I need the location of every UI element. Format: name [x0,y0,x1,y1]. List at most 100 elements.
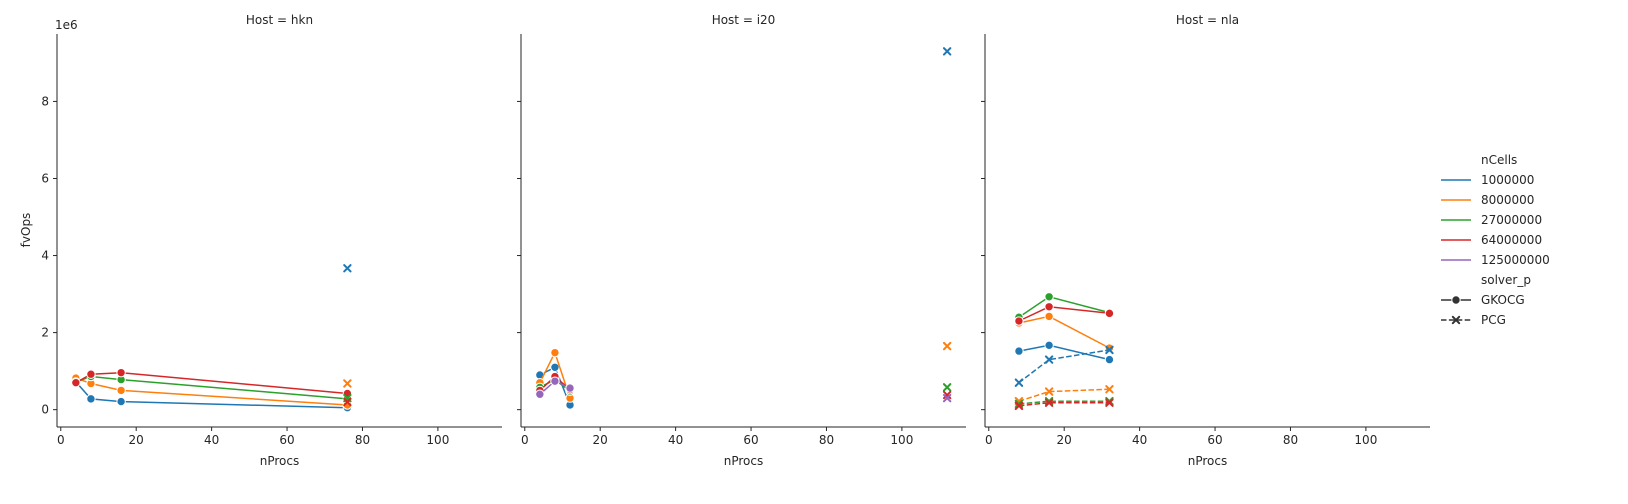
circle-marker [565,383,575,393]
legend-label: 27000000 [1481,213,1542,227]
series-64000000-GKOCG [1014,302,1115,326]
series-64000000-PCG [343,397,352,407]
x-axis-label: nProcs [1188,454,1228,468]
legend-label: GKOCG [1481,293,1525,307]
circle-marker [1451,295,1461,305]
x-marker [942,47,952,56]
facet-title: Host = hkn [246,13,313,27]
x-marker [1044,398,1054,407]
legend-label: 1000000 [1481,173,1534,187]
x-axis-label: nProcs [724,454,764,468]
series-line [1018,344,1110,361]
x-tick-label: 80 [1283,433,1298,447]
x-tick-label: 60 [279,433,294,447]
x-tick-label: 0 [57,433,65,447]
legend-entry-GKOCG: GKOCG [1441,293,1525,307]
legend-entry-8000000: 8000000 [1441,193,1534,207]
facet-panel-nla: Host = nla 0 20 40 60 80 100 nProcs [981,13,1430,468]
facet-title: Host = i20 [712,13,776,27]
series-125000000-GKOCG [535,376,575,399]
x-tick-label: 100 [426,433,449,447]
circle-marker [550,376,560,386]
x-tick-label: 0 [985,433,993,447]
x-marker [1105,345,1114,355]
legend-label: PCG [1481,313,1506,327]
x-marker [942,383,952,392]
circle-marker [550,362,560,372]
x-marker [1105,385,1114,394]
series-line [1018,401,1110,407]
circle-marker [86,369,96,379]
series-1000000-PCG [343,264,352,273]
legend-label: 64000000 [1481,233,1542,247]
series-64000000-PCG [1014,398,1114,411]
series-27000000-GKOCG [1014,292,1115,322]
x-marker [1105,398,1114,407]
series-27000000-GKOCG [71,371,353,404]
legend-entry-PCG: PCG [1441,313,1506,327]
x-marker [343,397,352,407]
y-axis-label: fvOps [19,213,33,248]
series-27000000-PCG [942,383,952,392]
x-marker [942,341,952,351]
circle-marker [1014,316,1024,326]
x-tick-label: 20 [129,433,144,447]
y-offset-label: 1e6 [55,18,78,32]
x-tick-label: 0 [521,433,529,447]
x-tick-label: 60 [1207,433,1222,447]
series-line [75,371,348,395]
x-marker [343,379,352,388]
y-tick-label: 8 [41,94,49,108]
series-8000000-GKOCG [1014,311,1115,353]
x-tick-label: 20 [593,433,608,447]
series-1000000-GKOCG [71,377,353,413]
series-line [1018,400,1110,405]
circle-marker [1104,308,1115,319]
circle-marker [1044,340,1054,351]
y-tick-label: 6 [41,171,49,185]
legend-label: 8000000 [1481,193,1534,207]
facet-panel-i20: Host = i20 0 20 40 60 80 100 nProcs [517,13,966,468]
series-1000000-PCG [1014,345,1114,387]
series-line [75,377,348,406]
x-tick-label: 40 [204,433,219,447]
series-125000000-PCG [942,393,952,403]
circle-marker [116,385,126,396]
series-line [75,381,348,409]
y-tick-label: 2 [41,326,49,340]
circle-marker [1044,311,1054,322]
circle-marker [71,377,81,388]
legend-label: 125000000 [1481,253,1550,267]
x-marker [942,393,952,403]
y-tick-label: 4 [41,249,49,263]
x-tick-label: 20 [1057,433,1072,447]
circle-marker [550,347,560,358]
series-line [1018,315,1110,349]
series-line [1018,349,1110,384]
circle-marker [86,394,96,404]
circle-marker [116,367,126,378]
series-line [1018,388,1110,402]
legend-title-ncells: nCells [1481,153,1517,167]
legend-entry-27000000: 27000000 [1441,213,1542,227]
series-1000000-GKOCG [1014,340,1115,365]
circle-marker [535,389,545,399]
x-tick-label: 100 [1354,433,1377,447]
x-tick-label: 40 [1132,433,1147,447]
series-8000000-PCG [942,341,952,351]
x-marker [1014,401,1024,411]
x-marker [343,264,352,273]
series-1000000-PCG [942,47,952,56]
x-tick-label: 60 [743,433,758,447]
x-marker [1044,355,1054,364]
x-tick-label: 80 [355,433,370,447]
x-marker [1014,378,1024,387]
legend-entry-125000000: 125000000 [1441,253,1550,267]
legend-title-solver: solver_p [1481,273,1531,287]
x-tick-label: 80 [819,433,834,447]
x-tick-label: 100 [890,433,913,447]
facet-panel-hkn: Host = hkn 0 20 40 60 80 100 0 2 4 6 8 nProcs [41,13,502,468]
y-tick-label: 0 [41,403,49,417]
